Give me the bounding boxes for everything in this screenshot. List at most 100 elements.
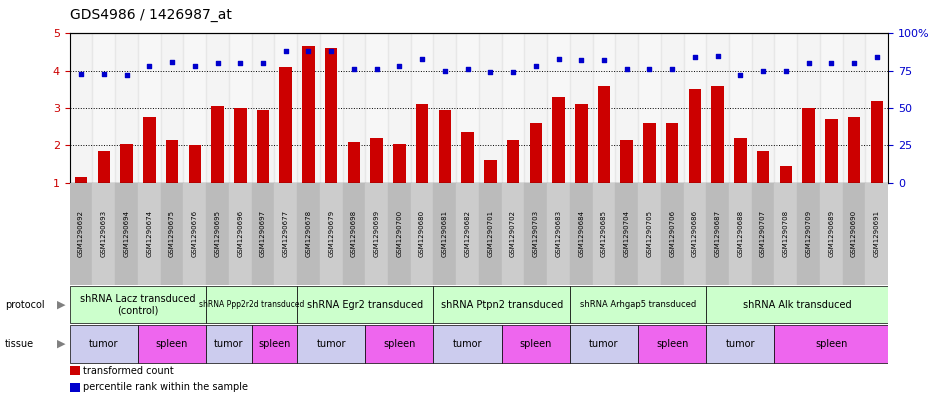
Text: GSM1290696: GSM1290696 (237, 210, 244, 257)
Bar (297, 325, 365, 363)
Bar (525, 33, 547, 183)
Bar (229, 33, 252, 183)
Point (73, 71, 88, 77)
Point (369, 66, 384, 72)
Bar (342, 183, 365, 285)
Point (232, 60, 247, 66)
Bar (211, 106, 224, 183)
Bar (501, 325, 570, 363)
Bar (570, 286, 706, 323)
Point (824, 60, 839, 66)
Text: GSM1290686: GSM1290686 (692, 210, 698, 257)
Bar (706, 325, 775, 363)
Bar (501, 33, 525, 183)
Text: GSM1290675: GSM1290675 (169, 210, 175, 257)
Bar (342, 33, 365, 183)
Bar (183, 183, 206, 285)
Text: spleen: spleen (520, 339, 552, 349)
Point (347, 66, 362, 72)
Point (142, 63, 157, 70)
Text: percentile rank within the sample: percentile rank within the sample (83, 382, 247, 392)
Bar (388, 33, 411, 183)
Bar (189, 145, 201, 183)
Text: transformed count: transformed count (83, 366, 174, 376)
Bar (598, 86, 610, 183)
Text: ▶: ▶ (57, 299, 65, 310)
Bar (820, 183, 843, 285)
Bar (501, 183, 525, 285)
Text: ▶: ▶ (57, 339, 65, 349)
Bar (616, 33, 638, 183)
Bar (411, 33, 433, 183)
Bar (525, 183, 547, 285)
Bar (206, 183, 229, 285)
Text: shRNA Lacz transduced
(control): shRNA Lacz transduced (control) (80, 294, 195, 315)
Bar (70, 286, 206, 323)
Bar (161, 183, 183, 285)
Text: GSM1290708: GSM1290708 (783, 210, 789, 257)
Point (846, 60, 861, 66)
Bar (638, 325, 706, 363)
Text: spleen: spleen (656, 339, 688, 349)
Point (528, 63, 543, 70)
Bar (138, 183, 161, 285)
Bar (775, 33, 797, 183)
Bar (775, 325, 888, 363)
Point (801, 60, 816, 66)
Bar (797, 183, 820, 285)
Bar (252, 183, 274, 285)
Point (324, 48, 339, 55)
Bar (684, 33, 706, 183)
Bar (166, 140, 179, 183)
Text: spleen: spleen (815, 339, 847, 349)
Bar (729, 183, 751, 285)
Bar (115, 33, 138, 183)
Point (256, 60, 271, 66)
Bar (661, 183, 684, 285)
Point (483, 69, 498, 75)
Bar (411, 183, 433, 285)
Bar (825, 119, 838, 183)
Text: shRNA Ptpn2 transduced: shRNA Ptpn2 transduced (441, 299, 563, 310)
Text: GSM1290676: GSM1290676 (192, 210, 198, 257)
Bar (206, 33, 229, 183)
Bar (843, 183, 866, 285)
Bar (320, 33, 342, 183)
Bar (575, 104, 588, 183)
Bar (325, 48, 338, 183)
Text: GSM1290685: GSM1290685 (601, 210, 607, 257)
Text: GSM1290694: GSM1290694 (124, 210, 129, 257)
Bar (365, 325, 433, 363)
Bar (592, 33, 616, 183)
Bar (297, 33, 320, 183)
Bar (433, 33, 457, 183)
Bar (433, 325, 501, 363)
Bar (552, 97, 565, 183)
Bar (820, 33, 843, 183)
Bar (115, 183, 138, 285)
Text: GSM1290692: GSM1290692 (78, 210, 84, 257)
Bar (620, 140, 633, 183)
Text: GSM1290704: GSM1290704 (624, 210, 630, 257)
Point (278, 48, 293, 55)
Text: GSM1290691: GSM1290691 (874, 210, 880, 257)
Bar (302, 46, 314, 183)
Text: GSM1290690: GSM1290690 (851, 210, 857, 257)
Bar (479, 183, 501, 285)
Bar (529, 123, 542, 183)
Point (596, 57, 611, 63)
Bar (866, 33, 888, 183)
Point (642, 66, 657, 72)
Text: GDS4986 / 1426987_at: GDS4986 / 1426987_at (70, 8, 232, 22)
Text: GSM1290705: GSM1290705 (646, 210, 653, 257)
Bar (70, 366, 80, 375)
Text: GSM1290697: GSM1290697 (260, 210, 266, 257)
Text: spleen: spleen (383, 339, 416, 349)
Point (437, 68, 452, 74)
Text: GSM1290702: GSM1290702 (510, 210, 516, 257)
Text: tissue: tissue (5, 339, 33, 349)
Point (97, 71, 112, 77)
Bar (70, 325, 138, 363)
Bar (775, 183, 797, 285)
Point (756, 68, 771, 74)
